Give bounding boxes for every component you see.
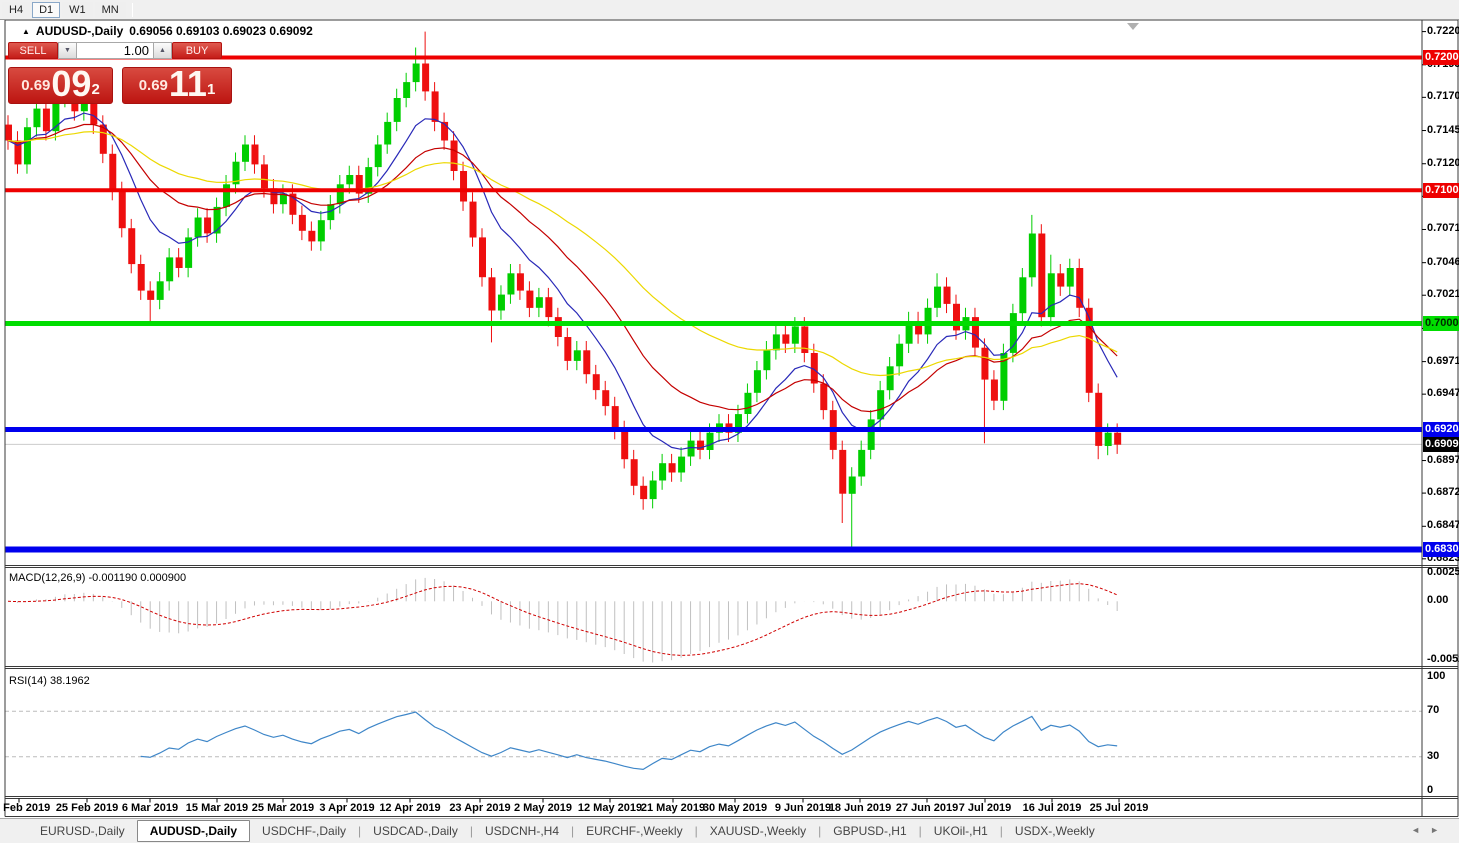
price-row: 0.69 09 2 0.69 11 1: [8, 63, 232, 104]
macd-indicator-label: MACD(12,26,9) -0.001190 0.000900: [9, 572, 186, 584]
collapse-triangle-icon[interactable]: ▲: [22, 26, 30, 36]
chart-tab-gbpusd[interactable]: GBPUSD-,H1: [833, 824, 907, 838]
date-axis-label: 2 May 2019: [513, 802, 573, 814]
macd-axis-tick: 0.002522: [1427, 566, 1459, 578]
volume-increase-button[interactable]: ▲: [153, 42, 172, 59]
sell-price-sup: 2: [91, 81, 100, 98]
tab-scroll-arrows[interactable]: ◄►: [1411, 825, 1449, 835]
tab-separator: |: [469, 824, 473, 838]
tab-separator: |: [918, 824, 922, 838]
rsi-axis-tick: 70: [1427, 704, 1440, 717]
price-axis-tick: 0.69715: [1427, 354, 1459, 367]
chart-symbol-header: ▲ AUDUSD-,Daily 0.69056 0.69103 0.69023 …: [22, 24, 313, 38]
toolbar-separator: [131, 2, 133, 17]
volume-input[interactable]: [77, 42, 153, 59]
chart-tab-audusd[interactable]: AUDUSD-,Daily: [136, 820, 251, 842]
trade-row: SELL ▼ ▲ BUY: [8, 42, 232, 59]
timeframe-button-d1[interactable]: D1: [32, 1, 61, 18]
chart-tabbar: EURUSD-,Daily AUDUSD-,Daily USDCHF-,Daily |…: [0, 818, 1459, 843]
buy-price-big: 11: [168, 63, 207, 104]
macd-axis-tick: 0.00: [1427, 594, 1449, 607]
date-axis-label: 3 Apr 2019: [319, 802, 375, 814]
date-axis-label: 6 Mar 2019: [121, 802, 179, 814]
rsi-axis-tick: 30: [1427, 749, 1440, 762]
price-axis-badge: 0.72005: [1423, 50, 1459, 65]
timeframe-toolbar: H4 D1 W1 MN: [0, 0, 1459, 20]
one-click-trading-panel: SELL ▼ ▲ BUY 0.69 09 2 0.69 11 1: [8, 42, 232, 104]
buy-button[interactable]: BUY: [172, 42, 222, 59]
date-axis-label: 15 Feb 2019: [0, 802, 51, 814]
rsi-indicator-label: RSI(14) 38.1962: [9, 675, 90, 687]
date-axis-label: 25 Feb 2019: [55, 802, 119, 814]
date-axis-label: 15 Mar 2019: [185, 802, 249, 814]
chart-tab-ukoil[interactable]: UKOil-,H1: [933, 824, 988, 838]
chart-tab-usdcnh[interactable]: USDCNH-,H4: [484, 824, 559, 838]
macd-axis-tick: -0.00523: [1427, 653, 1459, 665]
tab-separator: |: [818, 824, 822, 838]
price-axis-tick: 0.70215: [1427, 288, 1459, 301]
sell-button[interactable]: SELL: [8, 42, 58, 59]
chart-tab-usdx[interactable]: USDX-,Weekly: [1014, 824, 1095, 838]
sell-price-big: 09: [51, 63, 92, 104]
chart-tab-xauusd[interactable]: XAUUSD-,Weekly: [709, 824, 807, 838]
date-axis-label: 25 Jul 2019: [1089, 802, 1149, 814]
chart-tab-eurchf[interactable]: EURCHF-,Weekly: [586, 824, 683, 838]
price-axis-tick: 0.71705: [1427, 90, 1459, 103]
price-axis-badge: 0.71005: [1423, 182, 1459, 198]
price-axis-tick: 0.68475: [1427, 519, 1459, 532]
timeframe-button-h4[interactable]: H4: [2, 1, 31, 18]
price-axis-badge: 0.69092: [1423, 436, 1459, 452]
price-axis-tick: 0.71455: [1427, 123, 1459, 136]
date-axis-label: 21 May 2019: [640, 802, 706, 814]
price-axis-tick: 0.71205: [1427, 156, 1459, 169]
timeframe-button-w1[interactable]: W1: [62, 1, 93, 18]
macd-name: MACD(12,26,9): [9, 572, 86, 584]
chart-symbol-title: AUDUSD-,Daily: [35, 24, 124, 38]
date-axis-label: 9 Jun 2019: [774, 802, 832, 814]
rsi-value: 38.1962: [49, 675, 90, 687]
tab-separator: |: [571, 824, 575, 838]
date-axis-label: 16 Jul 2019: [1022, 802, 1082, 814]
price-axis-tick: 0.68725: [1427, 486, 1459, 499]
sell-price-panel[interactable]: 0.69 09 2: [8, 63, 113, 104]
sell-price-small: 0.69: [21, 77, 51, 94]
date-axis-label: 23 Apr 2019: [449, 802, 511, 814]
rsi-axis-tick: 100: [1427, 670, 1446, 682]
rsi-axis-tick: 0: [1427, 784, 1434, 796]
price-axis-badge: 0.70002: [1423, 316, 1459, 331]
date-axis-label: 7 Jul 2019: [958, 802, 1012, 814]
rsi-name: RSI(14): [9, 675, 47, 687]
tab-separator: |: [358, 824, 362, 838]
tab-separator: |: [999, 824, 1003, 838]
buy-price-panel[interactable]: 0.69 11 1: [122, 63, 232, 104]
buy-price-sup: 1: [206, 81, 216, 98]
macd-values: -0.001190 0.000900: [88, 572, 187, 584]
chart-tab-usdcad[interactable]: USDCAD-,Daily: [373, 824, 458, 838]
chart-tab-eurusd[interactable]: EURUSD-,Daily: [40, 824, 125, 838]
date-axis-label: 30 May 2019: [702, 802, 768, 814]
volume-decrease-button[interactable]: ▼: [58, 42, 77, 59]
chart-ohlc-values: 0.69056 0.69103 0.69023 0.69092: [129, 24, 313, 38]
price-axis-badge: 0.69204: [1423, 421, 1459, 437]
chart-shift-marker-icon: [1127, 23, 1139, 30]
date-axis-label: 27 Jun 2019: [895, 802, 959, 814]
buy-price-small: 0.69: [138, 77, 168, 94]
date-axis-label: 12 Apr 2019: [379, 802, 441, 814]
tab-separator: |: [694, 824, 698, 838]
date-axis-label: 12 May 2019: [577, 802, 643, 814]
date-axis-label: 18 Jun 2019: [828, 802, 892, 814]
chart-tab-usdchf[interactable]: USDCHF-,Daily: [262, 824, 347, 838]
timeframe-button-mn[interactable]: MN: [94, 1, 126, 18]
date-axis-label: 25 Mar 2019: [251, 802, 315, 814]
